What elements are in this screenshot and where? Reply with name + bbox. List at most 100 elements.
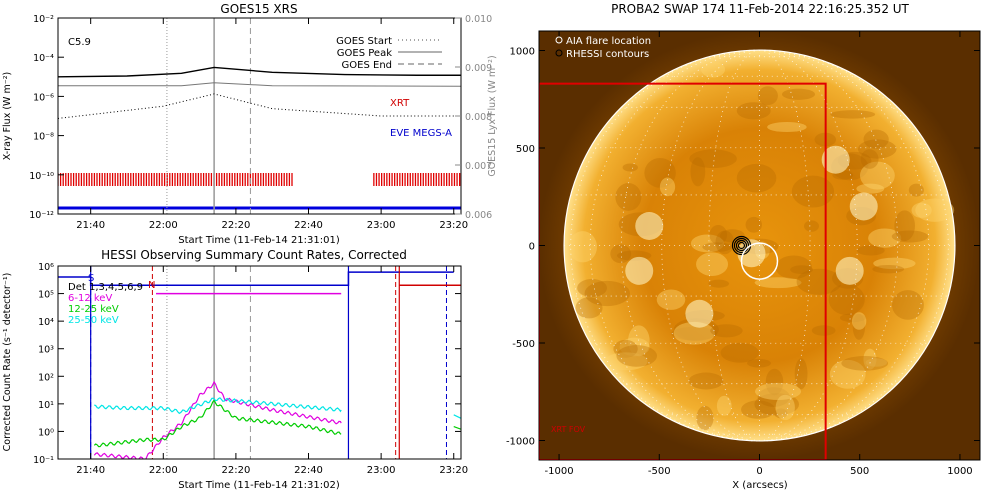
hessi-xlabel: Start Time (11-Feb-14 21:31:02) <box>178 480 340 491</box>
solar-feature <box>841 356 889 371</box>
solar-feature <box>863 129 889 149</box>
hessi-plot-frame <box>57 265 462 460</box>
solar-feature <box>696 252 729 277</box>
goes-legend-label: GOES Start <box>336 36 392 47</box>
hessi-xtick-label: 23:20 <box>439 465 468 476</box>
solar-feature <box>856 245 885 256</box>
rhessi-legend-symbol <box>555 49 563 57</box>
solar-feature <box>774 408 788 419</box>
goes-y2tick-label: 0.009 <box>465 63 492 74</box>
solar-feature <box>811 325 836 336</box>
solar-feature <box>710 324 743 338</box>
active-region <box>821 145 850 174</box>
goes-flare-class: C5.9 <box>68 37 91 48</box>
longitude-line <box>589 49 760 442</box>
longitude-line <box>708 49 760 442</box>
solar-feature <box>828 283 865 316</box>
goes-ytick-label: 10⁻⁴ <box>33 53 54 64</box>
swap-xtick-label: 1000 <box>947 466 972 477</box>
solar-feature <box>865 358 888 367</box>
active-region <box>635 212 664 240</box>
hessi-flag-n: N <box>148 280 155 291</box>
swap-ytick-label: 1000 <box>510 47 535 58</box>
solar-feature <box>757 86 778 106</box>
solar-feature <box>741 400 776 419</box>
solar-feature <box>616 345 658 367</box>
solar-feature <box>709 225 728 245</box>
solar-feature <box>891 290 924 320</box>
hessi-ytick-label: 10⁻¹ <box>33 455 54 466</box>
hessi-legend-label: 25-50 keV <box>68 315 119 326</box>
solar-feature <box>863 348 877 370</box>
hessi-legend-label: 12-25 keV <box>68 304 119 315</box>
xrt-label: XRT <box>390 98 410 109</box>
hessi-legend-label: 6-12 keV <box>68 293 112 304</box>
swap-xtick-label: 0 <box>756 466 762 477</box>
longitude-line <box>759 49 811 442</box>
solar-feature <box>754 382 802 401</box>
hessi-ytick-label: 10² <box>38 372 54 383</box>
goes-xtick-label: 23:20 <box>439 220 468 231</box>
solar-feature <box>794 358 808 390</box>
heliographic-grid <box>564 49 955 442</box>
rhessi-contour <box>737 241 746 250</box>
solar-feature <box>659 177 676 197</box>
goes-ytick-label: 10⁻¹⁰ <box>29 171 54 182</box>
hessi-plot-area <box>58 266 461 459</box>
solar-feature <box>577 278 607 298</box>
aia-legend-symbol <box>555 36 563 44</box>
hessi-panel: HESSI Observing Summary Count Rates, Cor… <box>2 248 468 491</box>
hessi-series-3 <box>94 397 342 415</box>
goes-y2tick-label: 0.008 <box>465 112 492 123</box>
solar-feature <box>868 228 902 248</box>
swap-xtick-label: -500 <box>648 466 671 477</box>
rhessi-contour <box>733 237 750 254</box>
solar-feature <box>673 321 715 345</box>
hessi-ytick-label: 10⁵ <box>38 290 54 301</box>
goes-xtick-label: 22:20 <box>221 220 250 231</box>
hessi-xtick-label: 22:00 <box>149 465 178 476</box>
solar-feature <box>851 312 867 330</box>
solar-feature <box>839 313 866 323</box>
rhessi-contour <box>735 239 748 252</box>
goes-xrs-panel: GOES15 XRS 21:40 22:00 22:20 22:40 23:00 23:2… <box>2 2 498 246</box>
hessi-xtick-label: 22:20 <box>221 465 250 476</box>
hessi-ytick-label: 10¹ <box>38 400 54 411</box>
goes-series-3 <box>58 93 461 119</box>
goes-xtick-label: 21:40 <box>76 220 105 231</box>
solar-feature <box>745 216 762 233</box>
hessi-green-tail <box>453 426 461 430</box>
solar-feature <box>804 220 819 232</box>
solar-feature <box>796 268 842 295</box>
solar-feature <box>696 405 714 431</box>
solar-feature <box>736 163 777 193</box>
solar-feature <box>716 395 732 416</box>
solar-feature <box>615 183 642 211</box>
solar-feature <box>702 242 732 252</box>
longitude-line <box>661 49 760 442</box>
goes-plot-area <box>58 18 461 214</box>
active-region <box>625 256 654 285</box>
solar-feature <box>754 393 800 416</box>
solar-feature <box>701 61 726 78</box>
solar-feature <box>859 161 895 190</box>
solar-feature <box>852 313 866 340</box>
swap-xtick-label: -1000 <box>545 466 574 477</box>
goes-legend-label: GOES Peak <box>337 48 392 59</box>
goes-ytick-label: 10⁻² <box>33 14 54 25</box>
swap-xtick-label: 500 <box>850 466 869 477</box>
hessi-cyan-tail <box>453 414 461 419</box>
goes-xtick-label: 22:00 <box>149 220 178 231</box>
xrt-fov-rect <box>539 82 827 460</box>
solar-feature <box>860 149 879 169</box>
hessi-title: HESSI Observing Summary Count Rates, Cor… <box>101 248 407 262</box>
solar-feature <box>765 368 784 396</box>
swap-ytick-label: 500 <box>516 144 535 155</box>
aia-legend-label: AIA flare location <box>566 36 651 47</box>
solar-feature <box>688 372 724 390</box>
solar-feature <box>911 202 932 218</box>
hessi-flag-s: S <box>88 273 94 284</box>
goes-ytick-label: 10⁻⁶ <box>33 92 54 103</box>
